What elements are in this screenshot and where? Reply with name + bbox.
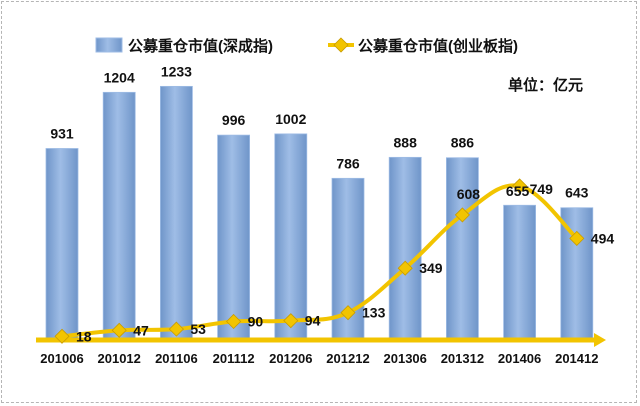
bar-201406 (503, 204, 537, 341)
x-tick-label-201406: 201406 (498, 351, 541, 366)
unit-label: 单位：亿元 (508, 76, 583, 94)
bar-201112 (217, 134, 251, 341)
line-point-201312 (454, 207, 470, 223)
line-point-201006 (54, 328, 70, 344)
line-series-path (61, 183, 579, 339)
x-axis-arrow (594, 333, 606, 347)
line-value-label-201006: 18 (76, 328, 92, 344)
bar-201006 (45, 148, 79, 341)
legend-bar-label: 公募重仓市值(深成指) (128, 37, 273, 55)
line-point-201206 (283, 313, 299, 329)
bars-layer (45, 85, 594, 341)
line-value-label-201106: 53 (190, 321, 206, 337)
line-point-201406 (512, 178, 528, 194)
bar-value-label-201406: 655 (506, 183, 530, 199)
line-value-label-201406: 749 (530, 181, 554, 197)
x-tick-label-201212: 201212 (326, 351, 369, 366)
legend: 公募重仓市值(深成指) 公募重仓市值(创业板指) (95, 37, 518, 55)
x-tick-label-201306: 201306 (384, 351, 427, 366)
bar-value-label-201112: 996 (222, 112, 246, 128)
line-point-201012 (111, 322, 127, 338)
line-point-201412 (569, 230, 585, 246)
bar-value-label-201212: 786 (336, 155, 360, 171)
x-tick-label-201412: 201412 (555, 351, 598, 366)
line-value-label-201312: 608 (457, 186, 481, 202)
bar-value-label-201312: 886 (451, 135, 475, 151)
line-value-label-201412: 494 (591, 230, 615, 246)
legend-line-label: 公募重仓市值(创业板指) (358, 37, 518, 55)
line-point-201112 (226, 313, 242, 330)
line-point-201212 (340, 305, 356, 321)
line-value-label-201212: 133 (362, 305, 386, 321)
bar-201412 (560, 207, 594, 341)
line-value-label-201206: 94 (305, 313, 321, 329)
legend-bar-swatch (95, 37, 123, 53)
line-value-label-201012: 47 (133, 322, 149, 338)
x-tick-label-201012: 201012 (98, 351, 141, 366)
line-value-label-201112: 90 (248, 313, 264, 329)
line-point-201306 (397, 260, 413, 276)
bar-value-label-201412: 643 (565, 185, 589, 201)
x-tick-label-201006: 201006 (40, 351, 83, 366)
x-tick-label-201206: 201206 (269, 351, 312, 366)
legend-line-marker (333, 37, 349, 53)
bar-value-label-201006: 931 (50, 125, 74, 141)
bar-value-label-201012: 1204 (104, 69, 135, 85)
x-axis: 201006 201012 201106 201112 201206 201212 2013… (36, 333, 606, 366)
line-point-201106 (168, 321, 184, 337)
bar-201012 (102, 91, 136, 341)
line-value-label-201306: 349 (419, 260, 443, 276)
bar-value-label-201206: 1002 (275, 111, 306, 127)
bar-value-label-201306: 888 (394, 134, 418, 150)
labels-layer: 931 1204 1233 996 1002 786 888 886 655 643 18 47 53 9… (50, 63, 614, 344)
bar-value-label-201106: 1233 (161, 63, 192, 79)
bar-201106 (159, 85, 193, 341)
bar-201206 (274, 133, 308, 341)
x-tick-label-201106: 201106 (155, 351, 198, 366)
line-layer (54, 178, 585, 344)
x-tick-label-201112: 201112 (213, 351, 255, 366)
x-tick-label-201312: 201312 (441, 351, 484, 366)
bar-201306 (388, 156, 422, 341)
